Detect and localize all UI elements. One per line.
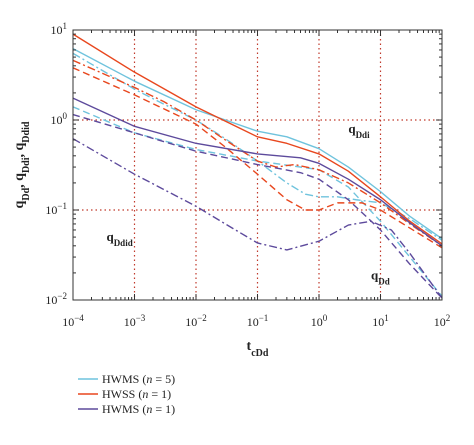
- text-span: 10: [45, 203, 57, 217]
- text-span: −2: [197, 313, 207, 323]
- x-axis-title: tcDd: [247, 339, 269, 359]
- text-span: 10: [372, 315, 384, 329]
- x-tick-label: 102: [434, 313, 451, 329]
- text-span: −3: [136, 313, 146, 323]
- x-tick-label: 10−1: [247, 313, 269, 329]
- series-line-8: [72, 113, 443, 299]
- text-span: 1: [63, 21, 68, 31]
- series-line-5: [72, 59, 443, 247]
- series-line-2: [72, 52, 443, 241]
- text-span: Ddid: [114, 238, 133, 248]
- series-lines: [72, 33, 443, 299]
- series-line-9: [72, 138, 443, 299]
- text-span: 10: [185, 315, 197, 329]
- x-tick-label: 10−3: [124, 313, 146, 329]
- text-span: t: [247, 339, 252, 354]
- series-line-7: [72, 97, 443, 247]
- text-span: −1: [259, 313, 269, 323]
- text-span: ,: [12, 181, 27, 188]
- text-span: n: [146, 372, 152, 386]
- text-span: HWSS (: [102, 387, 142, 401]
- text-span: 10: [434, 315, 446, 329]
- series-line-3: [72, 106, 443, 297]
- series-line-4: [72, 33, 443, 245]
- text-span: ,: [12, 150, 27, 157]
- text-span: q: [106, 229, 114, 244]
- text-span: 10: [51, 23, 63, 37]
- legend-label: HWSS (n = 1): [102, 387, 171, 401]
- annotation-label: qDd: [371, 267, 390, 286]
- text-span: −1: [57, 201, 67, 211]
- text-span: −4: [74, 313, 84, 323]
- text-span: n: [142, 387, 148, 401]
- legend-label: HWMS (n = 5): [102, 372, 175, 386]
- text-span: Ddi: [356, 130, 371, 140]
- annotation-label: qDdid: [106, 229, 132, 248]
- y-tick-label: 101: [51, 21, 68, 37]
- x-tick-label: 10−4: [62, 313, 84, 329]
- text-span: 2: [446, 313, 451, 323]
- text-span: = 1): [152, 402, 175, 416]
- series-line-6: [72, 67, 443, 249]
- text-span: 10: [311, 315, 323, 329]
- text-span: 10: [247, 315, 259, 329]
- text-span: q: [371, 267, 379, 282]
- text-span: 10: [62, 315, 74, 329]
- text-span: Dd: [21, 187, 32, 200]
- y-tick-label: 100: [51, 111, 68, 127]
- text-span: Ddi: [21, 157, 32, 173]
- y-tick-label: 10−1: [45, 201, 67, 217]
- text-span: 1: [384, 313, 389, 323]
- text-span: q: [12, 173, 27, 181]
- x-tick-label: 10−2: [185, 313, 207, 329]
- legend-label: HWMS (n = 1): [102, 402, 175, 416]
- x-tick-label: 100: [311, 313, 328, 329]
- text-span: = 5): [152, 372, 175, 386]
- text-span: 0: [63, 111, 68, 121]
- text-span: HWMS (: [102, 402, 146, 416]
- text-span: 10: [45, 293, 57, 307]
- y-axis-title: qDd, qDdi, qDdid: [12, 121, 32, 208]
- text-span: HWMS (: [102, 372, 146, 386]
- text-span: 10: [51, 113, 63, 127]
- text-span: = 1): [148, 387, 171, 401]
- x-tick-label: 101: [372, 313, 389, 329]
- text-span: Ddid: [21, 121, 32, 143]
- text-span: q: [12, 200, 27, 208]
- series-line-1: [72, 48, 443, 240]
- text-span: −2: [57, 291, 67, 301]
- legend: HWMS (n = 5)HWSS (n = 1)HWMS (n = 1): [78, 372, 175, 416]
- annotation-label: qDdi: [348, 121, 370, 140]
- text-span: n: [146, 402, 152, 416]
- text-span: Dd: [378, 276, 390, 286]
- text-span: 0: [323, 313, 328, 323]
- text-span: 10: [124, 315, 136, 329]
- text-span: q: [348, 121, 356, 136]
- y-tick-label: 10−2: [45, 291, 67, 307]
- text-span: q: [12, 142, 27, 150]
- text-span: cDd: [251, 348, 269, 359]
